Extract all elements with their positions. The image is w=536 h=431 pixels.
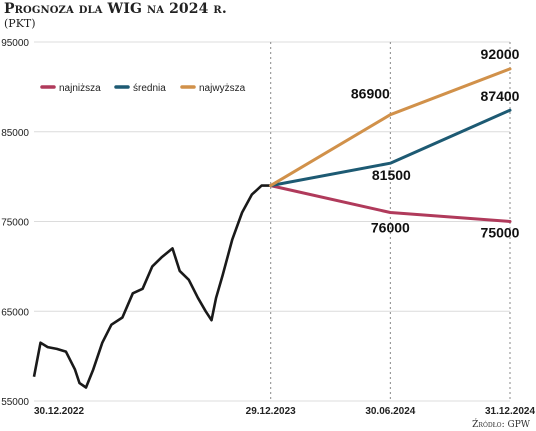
y-tick-label: 85000	[1, 128, 29, 139]
data-label: 86900	[351, 86, 390, 102]
x-tick-label: 29.12.2023	[246, 406, 296, 417]
legend-label: najwyższa	[199, 83, 246, 94]
legend-label: średnia	[133, 83, 166, 94]
x-tick-label: 31.12.2024	[485, 406, 535, 417]
forecast-line-średnia	[269, 108, 512, 188]
data-label: 92000	[481, 46, 520, 62]
y-tick-label: 65000	[1, 307, 29, 318]
data-label: 87400	[481, 88, 520, 104]
data-label: 76000	[371, 220, 410, 236]
x-tick-label: 30.12.2022	[34, 406, 84, 417]
chart-source: Źródło: GPW	[472, 420, 530, 430]
forecast-line-najwyższa	[269, 67, 512, 188]
y-tick-label: 75000	[1, 218, 29, 229]
forecast-line-najniższa	[269, 184, 512, 223]
chart-title: Prognoza dla WIG na 2024 r.	[4, 1, 227, 17]
data-label: 75000	[481, 225, 520, 241]
data-label: 81500	[372, 167, 411, 183]
chart-unit: (PKT)	[4, 17, 36, 30]
y-tick-label: 55000	[1, 397, 29, 408]
legend-label: najniższa	[59, 83, 101, 94]
y-tick-label: 95000	[1, 38, 29, 49]
history-line	[32, 184, 271, 389]
x-tick-label: 30.06.2024	[365, 406, 415, 417]
